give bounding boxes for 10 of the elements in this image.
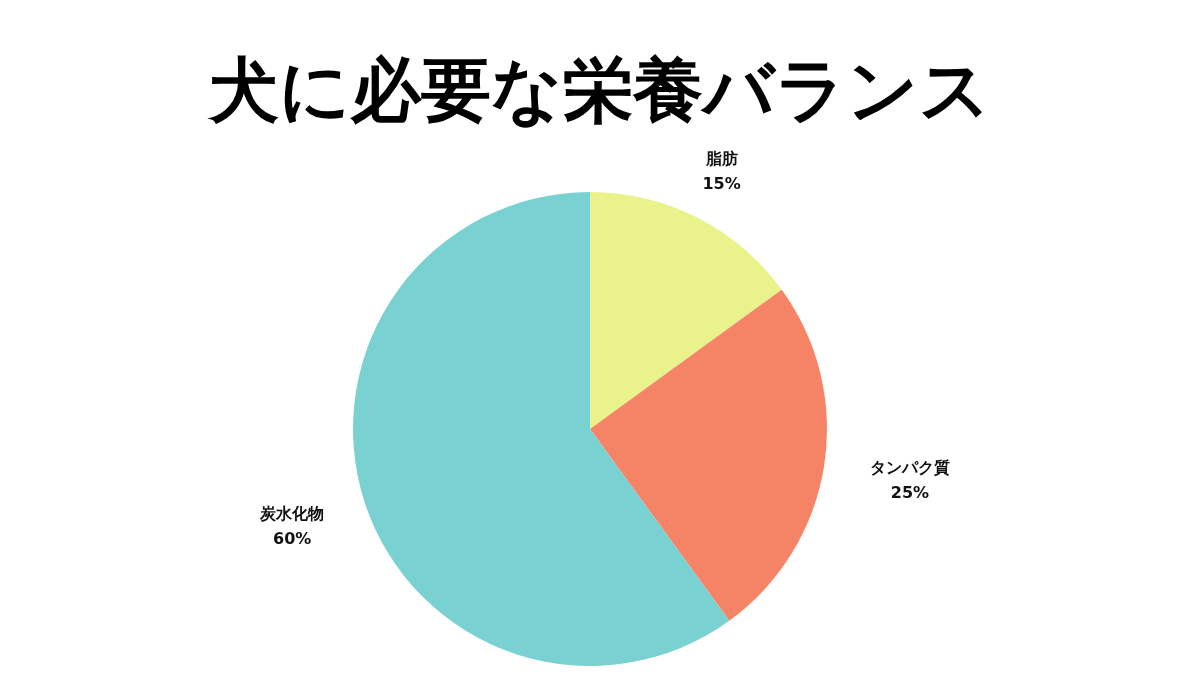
pie-slice xyxy=(590,289,827,621)
slice-label: 炭水化物 xyxy=(259,504,325,524)
data-label: 25% xyxy=(890,483,930,503)
chart-title: 犬に必要な栄養バランス xyxy=(207,48,992,133)
data-label: 15% xyxy=(702,174,741,194)
data-label: 60% xyxy=(273,529,312,549)
slice-label: タンパク質 xyxy=(869,458,950,478)
pie-slice xyxy=(590,192,782,429)
pie-slice xyxy=(353,192,730,666)
slice-label: 脂肪 xyxy=(704,149,738,169)
